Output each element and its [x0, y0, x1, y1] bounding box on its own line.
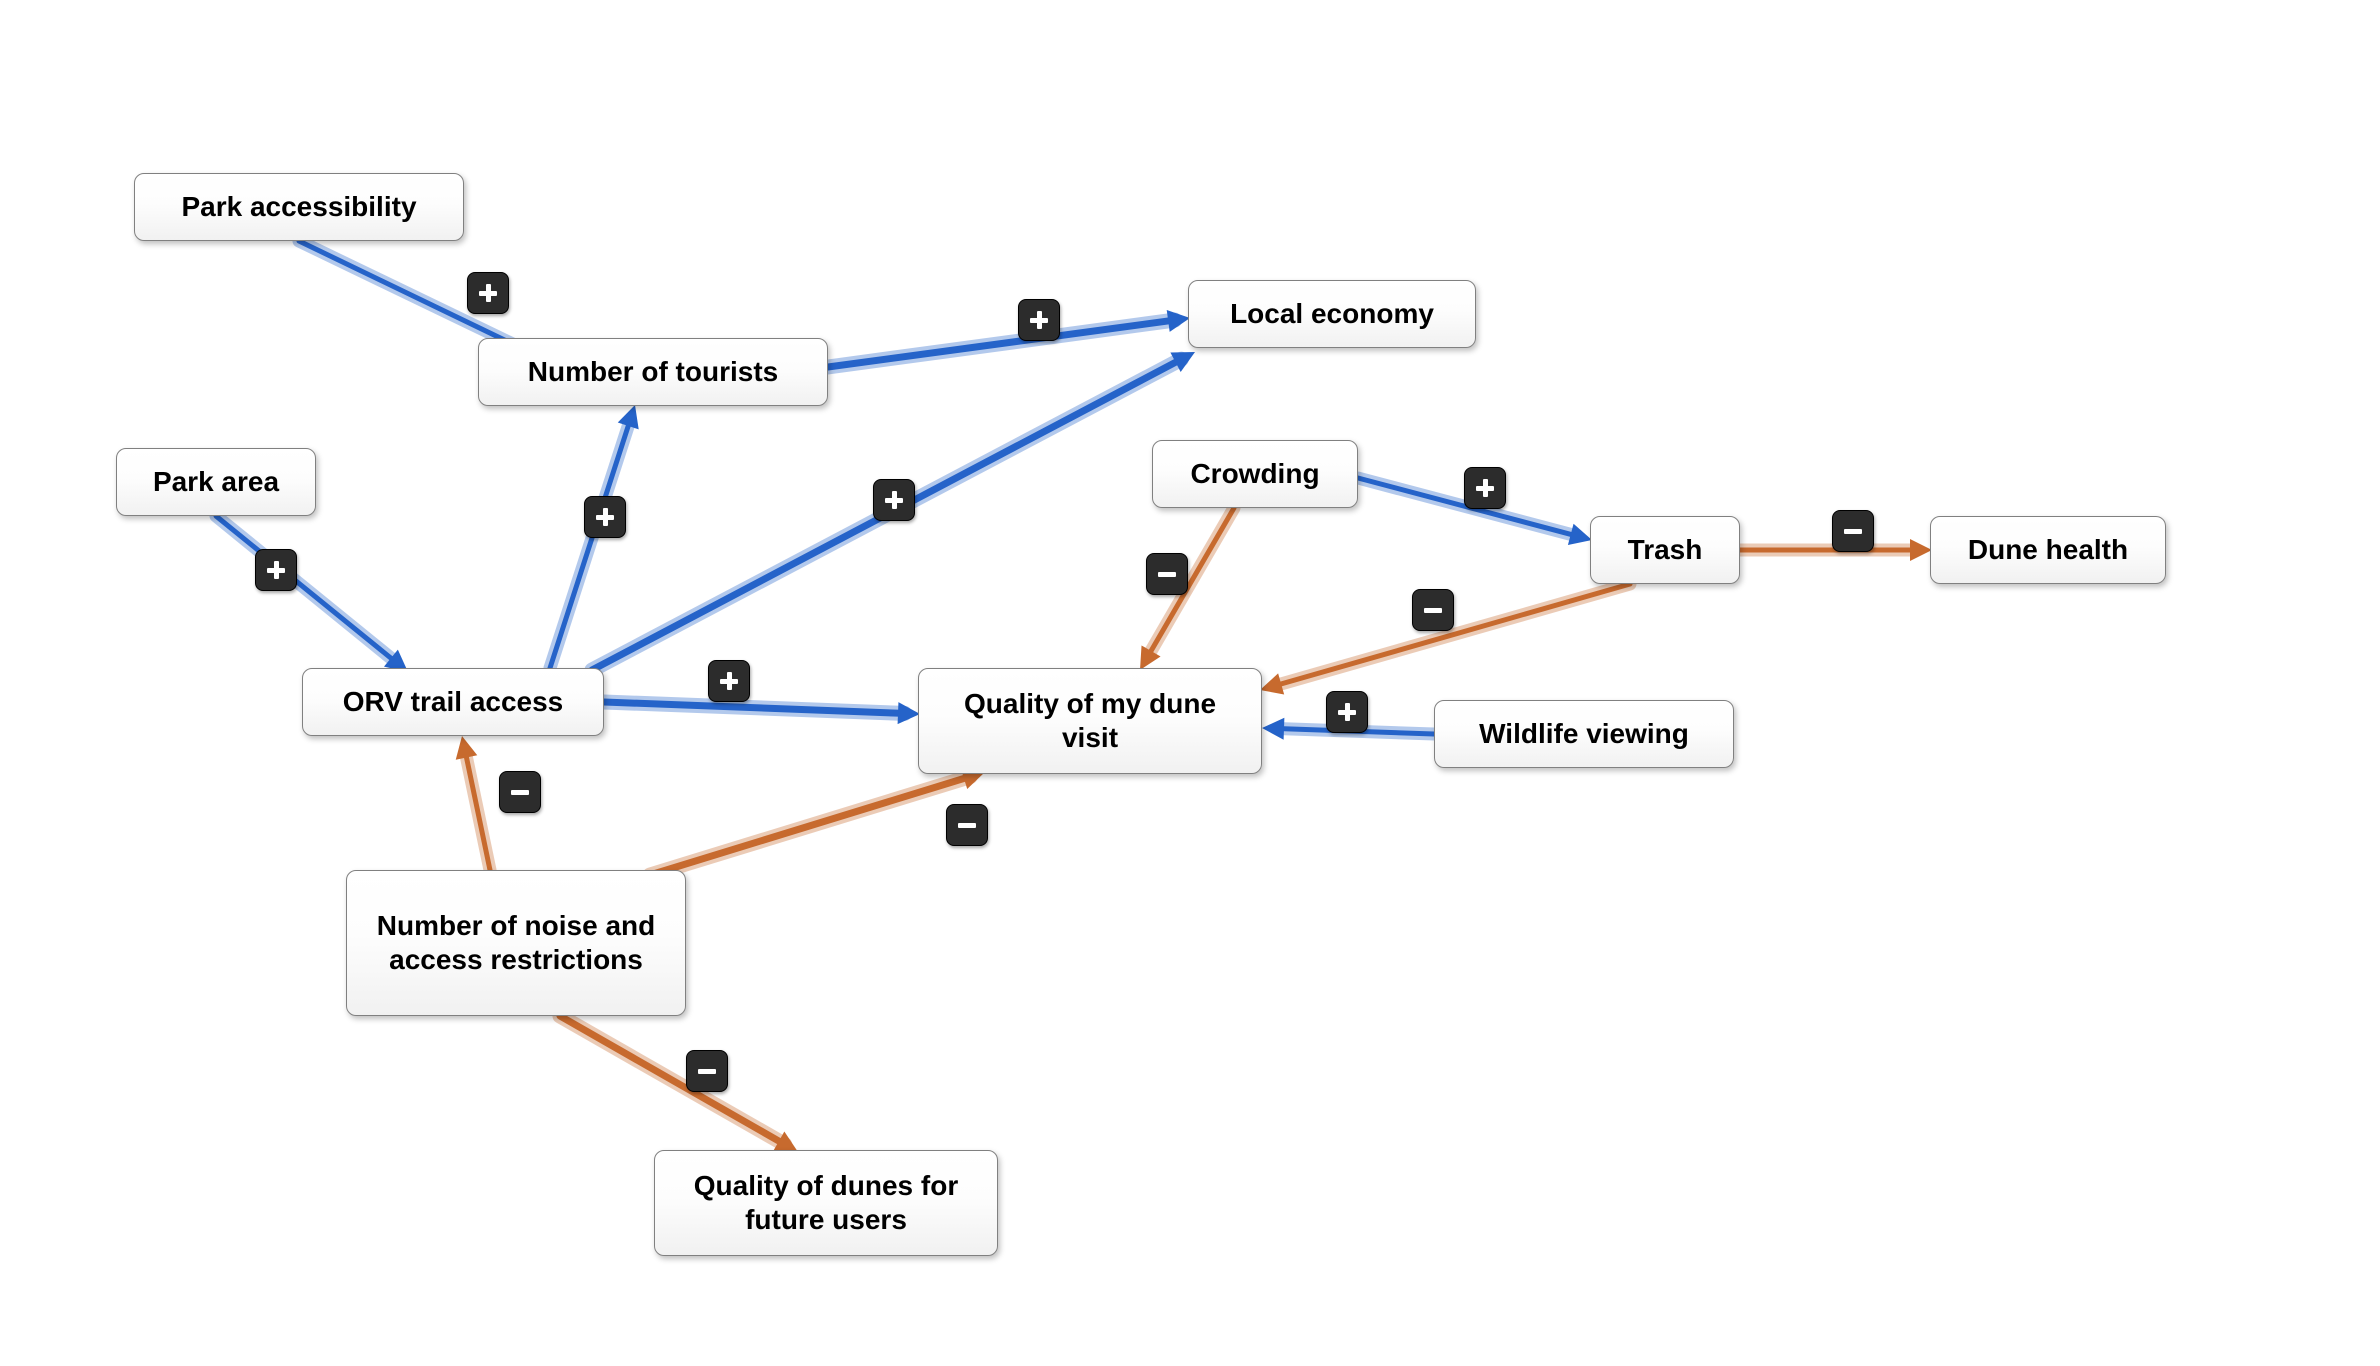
- edge-halo: [604, 702, 905, 713]
- edge-line: [604, 702, 905, 713]
- node-label: Number of noise and access restrictions: [365, 909, 667, 976]
- node-label: Quality of my dune visit: [937, 687, 1243, 754]
- node-tourists[interactable]: Number of tourists: [478, 338, 828, 406]
- edge-sign-plus: [584, 496, 626, 538]
- edge-sign-minus: [499, 771, 541, 813]
- edge-line: [299, 241, 532, 353]
- edge-line: [216, 516, 396, 662]
- node-label: ORV trail access: [343, 685, 564, 719]
- node-quality_visit[interactable]: Quality of my dune visit: [918, 668, 1262, 774]
- edge-halo: [1277, 729, 1434, 734]
- edge-halo: [828, 320, 1175, 367]
- edge-halo: [299, 241, 532, 353]
- node-local_econ[interactable]: Local economy: [1188, 280, 1476, 348]
- node-restrictions[interactable]: Number of noise and access restrictions: [346, 870, 686, 1016]
- edge-sign-minus: [946, 804, 988, 846]
- node-label: Trash: [1628, 533, 1703, 567]
- node-park_area[interactable]: Park area: [116, 448, 316, 516]
- edge-sign-plus: [1018, 299, 1060, 341]
- edge-arrowhead: [618, 405, 639, 429]
- node-park_access[interactable]: Park accessibility: [134, 173, 464, 241]
- node-label: Park accessibility: [181, 190, 416, 224]
- edge-sign-minus: [1832, 510, 1874, 552]
- edge-halo: [216, 516, 396, 662]
- node-wildlife[interactable]: Wildlife viewing: [1434, 700, 1734, 768]
- edge-arrowhead: [773, 1132, 798, 1152]
- node-trash[interactable]: Trash: [1590, 516, 1740, 584]
- edge-arrowhead: [1262, 718, 1284, 740]
- edge-sign-minus: [1146, 553, 1188, 595]
- edge-arrowhead: [898, 702, 920, 724]
- node-label: Park area: [153, 465, 279, 499]
- edge-arrowhead: [1910, 539, 1932, 561]
- edge-halo: [1358, 478, 1577, 536]
- edge-halo: [650, 777, 970, 875]
- node-dune_health[interactable]: Dune health: [1930, 516, 2166, 584]
- edge-sign-plus: [873, 479, 915, 521]
- edge-line: [1277, 729, 1434, 734]
- edge-halo: [1148, 508, 1234, 657]
- edge-line: [1358, 478, 1577, 536]
- edge-sign-minus: [1412, 589, 1454, 631]
- edge-line: [828, 320, 1175, 367]
- edge-sign-plus: [1464, 467, 1506, 509]
- node-label: Wildlife viewing: [1479, 717, 1689, 751]
- edge-halo: [560, 1016, 785, 1144]
- edge-halo: [1275, 584, 1630, 686]
- node-label: Number of tourists: [528, 355, 778, 389]
- edge-line: [550, 420, 630, 668]
- node-orv[interactable]: ORV trail access: [302, 668, 604, 736]
- node-label: Local economy: [1230, 297, 1434, 331]
- node-future_quality[interactable]: Quality of dunes for future users: [654, 1150, 998, 1256]
- edge-arrowhead: [1170, 352, 1195, 372]
- edge-line: [560, 1016, 785, 1144]
- edge-sign-plus: [1326, 691, 1368, 733]
- node-label: Dune health: [1968, 533, 2128, 567]
- edge-line: [465, 751, 490, 870]
- node-label: Quality of dunes for future users: [673, 1169, 979, 1236]
- edge-sign-minus: [686, 1050, 728, 1092]
- edge-sign-plus: [708, 660, 750, 702]
- edge-arrowhead: [1167, 310, 1190, 332]
- node-crowding[interactable]: Crowding: [1152, 440, 1358, 508]
- edge-halo: [465, 751, 490, 870]
- edge-line: [650, 777, 970, 875]
- edge-arrowhead: [456, 736, 478, 760]
- edge-halo: [550, 420, 630, 668]
- edge-sign-plus: [467, 272, 509, 314]
- edge-line: [1148, 508, 1234, 657]
- edge-line: [1275, 584, 1630, 686]
- edge-arrowhead: [1140, 645, 1161, 670]
- edge-arrowhead: [1568, 524, 1592, 545]
- node-label: Crowding: [1190, 457, 1319, 491]
- causal-diagram: Park accessibility Park area Number of tou…: [0, 0, 2380, 1366]
- edge-arrowhead: [1260, 673, 1284, 694]
- edge-sign-plus: [255, 549, 297, 591]
